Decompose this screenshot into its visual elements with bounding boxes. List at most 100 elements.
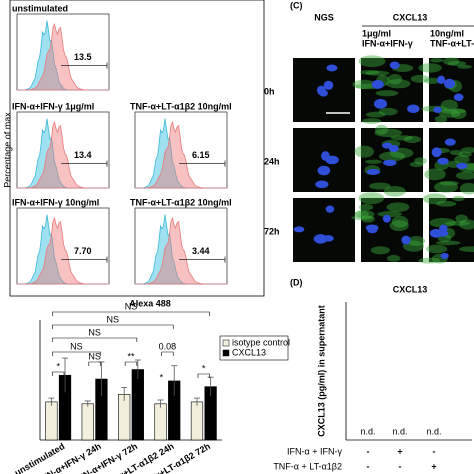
cytoplasm-stain	[455, 214, 468, 223]
significance-label: NS	[70, 341, 83, 351]
cytoplasm-stain	[387, 74, 403, 85]
cytoplasm-stain	[460, 147, 474, 154]
cytoplasm-stain	[426, 244, 448, 254]
cytoplasm-stain	[447, 61, 467, 66]
significance-bracket	[161, 351, 174, 356]
nucleus	[313, 234, 328, 244]
legend-box	[219, 335, 289, 361]
significance-bracket	[88, 361, 101, 366]
cytoplasm-stain	[409, 161, 424, 168]
nucleus	[453, 93, 464, 101]
cytoplasm-stain	[457, 64, 472, 69]
cytoplasm-stain	[361, 118, 382, 125]
row-label: 0h	[264, 86, 275, 96]
cytoplasm-stain	[459, 182, 474, 195]
condition-sign: +	[431, 461, 436, 471]
cytoplasm-stain	[378, 107, 398, 116]
gate-value: 13.5	[74, 52, 92, 62]
bar	[118, 393, 131, 441]
chart-title: CXCL13	[393, 284, 428, 294]
cytoplasm-stain	[375, 124, 388, 135]
column-header: NGS	[314, 12, 334, 22]
panel-label: (C)	[290, 0, 303, 10]
not-detected-label: n.d.	[392, 426, 407, 436]
significance-label: NS	[125, 301, 138, 311]
cytoplasm-stain	[450, 108, 467, 119]
condition-sign: -	[433, 446, 436, 456]
histogram-label: TNF-α+LT-α1β2 10ng/ml	[130, 197, 232, 207]
cytoplasm-stain	[418, 257, 441, 264]
significance-label: *	[160, 372, 164, 382]
cytoplasm-stain	[369, 182, 391, 190]
nucleus	[316, 85, 326, 96]
panel-a-frame	[9, 0, 265, 297]
nucleus	[366, 168, 380, 175]
legend-swatch	[222, 339, 230, 347]
cytoplasm-stain	[452, 195, 465, 202]
cytoplasm-stain	[442, 57, 460, 66]
cytoplasm-stain	[455, 171, 474, 180]
legend-label: isotype control	[232, 337, 290, 347]
cytoplasm-stain	[424, 168, 446, 181]
condition-label: IFN-α + IFN-γ	[287, 446, 342, 456]
gate-value: 6.15	[192, 150, 210, 160]
nucleus	[325, 155, 339, 165]
nucleus	[323, 80, 334, 90]
significance-label: *	[202, 363, 206, 373]
significance-label: NS	[88, 327, 101, 337]
cytoplasm-stain	[364, 159, 382, 164]
nucleus	[371, 79, 384, 89]
significance-bracket	[52, 324, 174, 329]
cytoplasm-stain	[459, 246, 474, 253]
histogram-label: unstimulated	[12, 3, 68, 13]
cytoplasm-stain	[354, 210, 375, 219]
cytoplasm-stain	[386, 202, 410, 213]
cxcl13-histogram	[17, 22, 109, 91]
bar	[131, 369, 144, 441]
column-subheader: IFN-α+IFN-γ	[362, 38, 413, 48]
nucleus	[383, 159, 397, 166]
cytoplasm-stain	[377, 211, 403, 218]
cytoplasm-stain	[454, 154, 470, 165]
not-detected-label: n.d.	[426, 426, 441, 436]
histogram-label: TNF-α+LT-α1β2 10ng/ml	[130, 101, 232, 111]
cytoplasm-stain	[438, 109, 461, 118]
cytoplasm-stain	[370, 246, 391, 255]
cytoplasm-stain	[351, 215, 374, 221]
cytoplasm-stain	[358, 192, 385, 205]
cytoplasm-stain	[379, 151, 406, 162]
nucleus	[444, 138, 456, 146]
x-axis-label: Alexa 488	[129, 298, 171, 308]
row-label: 72h	[264, 226, 280, 236]
gate-value: 13.4	[74, 150, 92, 160]
cytoplasm-stain	[389, 220, 409, 232]
nucleus	[317, 165, 331, 176]
gate-value: 3.44	[192, 246, 210, 256]
cytoplasm-stain	[423, 193, 447, 205]
nucleus	[382, 214, 391, 223]
nucleus	[433, 106, 442, 113]
cytoplasm-stain	[403, 135, 422, 144]
significance-bracket	[52, 371, 65, 376]
column-subheader: 10ng/ml	[430, 28, 464, 38]
cytoplasm-stain	[429, 58, 444, 63]
cytoplasm-stain	[374, 128, 403, 138]
cytoplasm-stain	[458, 219, 474, 230]
condition-sign: -	[367, 461, 370, 471]
cytoplasm-stain	[418, 63, 442, 73]
cytoplasm-stain	[435, 200, 457, 207]
y-axis-label: Percentage of max	[2, 112, 12, 188]
cytoplasm-stain	[444, 220, 471, 226]
condition-sign: +	[397, 446, 402, 456]
bar	[154, 403, 167, 441]
cytoplasm-stain	[375, 90, 399, 97]
cytoplasm-stain	[410, 74, 430, 83]
nucleus	[388, 145, 399, 152]
cxcl13-histogram	[135, 216, 227, 285]
bar	[45, 401, 58, 441]
cytoplasm-stain	[354, 145, 374, 158]
cytoplasm-stain	[386, 79, 411, 89]
column-header: CXCL13	[393, 12, 428, 22]
nucleus	[443, 78, 456, 89]
